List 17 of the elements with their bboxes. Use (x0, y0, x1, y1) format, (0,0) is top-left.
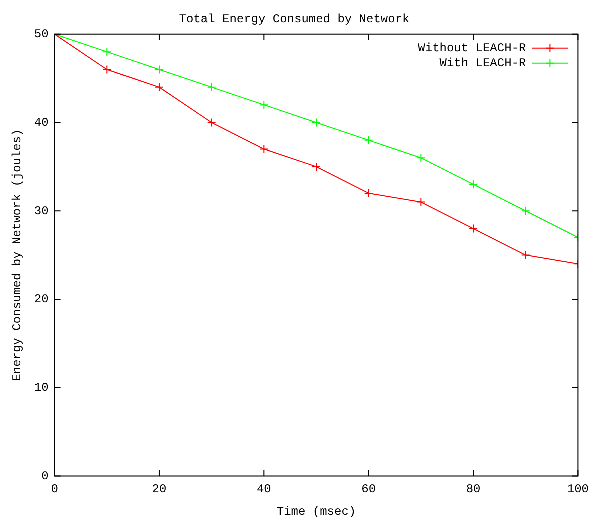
x-tick-label: 80 (466, 482, 481, 497)
chart-title: Total Energy Consumed by Network (179, 12, 410, 26)
x-tick-label: 100 (567, 482, 590, 497)
x-tick-label: 0 (51, 482, 58, 497)
y-tick-label: 20 (34, 292, 49, 307)
legend-label: Without LEACH-R (418, 42, 526, 56)
x-tick-label: 40 (256, 482, 272, 497)
x-tick-label: 20 (152, 482, 167, 497)
legend-label: With LEACH-R (440, 56, 526, 71)
y-tick-label: 10 (34, 381, 49, 396)
y-tick-label: 40 (34, 116, 49, 130)
y-axis-title: Energy Consumed by Network (joules) (10, 129, 24, 382)
x-tick-label: 60 (362, 482, 376, 497)
x-axis-title: Time (msec) (276, 504, 356, 519)
y-tick-label: 30 (34, 204, 49, 218)
y-tick-label: 50 (34, 28, 49, 42)
y-tick-label: 0 (42, 469, 49, 484)
